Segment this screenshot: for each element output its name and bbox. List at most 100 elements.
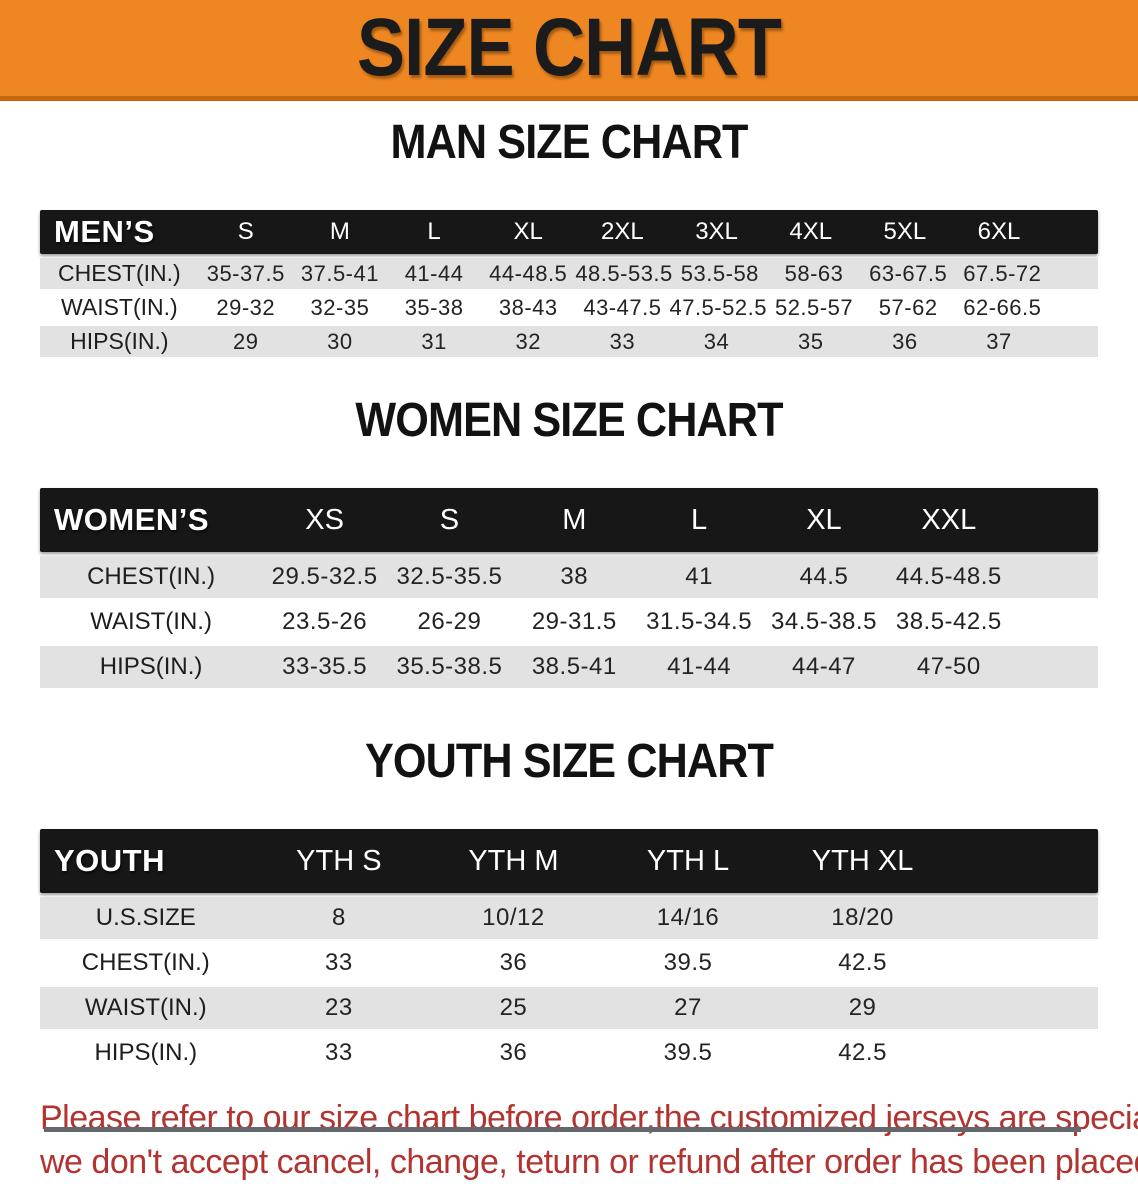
measure-value: 38.5-41 [531,653,617,681]
measure-value: 35-37.5 [206,260,285,286]
measure-value: 43-47.5 [583,294,662,320]
table-header-row: YOUTH YTH S YTH M YTH L YTH XL [40,829,1098,894]
order-disclaimer: Please refer to our size chart before or… [40,1096,1138,1184]
mens-section-heading: MAN SIZE CHART [390,116,749,169]
womens-section-heading: WOMEN SIZE CHART [355,394,783,448]
measure-value: 18/20 [831,904,894,932]
disclaimer-line-1: Please refer to our size chart before or… [40,1099,1138,1138]
size-column-header: XL [806,503,842,536]
measure-value: 23.5-26 [282,608,368,636]
measure-value: 30 [327,328,353,354]
measure-value: 39.5 [663,1039,713,1067]
size-column-header: YTH L [646,844,730,877]
measure-value: 34.5-38.5 [771,608,877,636]
table-row: WAIST(IN.) 29-32 32-35 35-38 38-43 43-47.5 47.… [40,292,1098,324]
measure-value: 44-48.5 [489,260,568,286]
measure-value: 31.5-34.5 [646,608,753,636]
youth-section-heading: YOUTH SIZE CHART [364,735,774,789]
table-row: CHEST(IN.) 35-37.5 37.5-41 41-44 44-48.5 48.5… [40,258,1098,290]
table-corner-label: WOMEN’S [54,502,210,538]
measure-value: 29 [848,994,877,1022]
table-row: HIPS(IN.) 33 36 39.5 42.5 [40,1032,1098,1075]
measure-value: 41-44 [667,653,732,681]
measure-value: 38.5-42.5 [895,608,1002,636]
measure-row-label: HIPS(IN.) [70,328,169,355]
measure-value: 33-35.5 [282,653,368,681]
table-row: WAIST(IN.) 23 25 27 29 [40,987,1098,1030]
measure-value: 27 [674,994,702,1022]
page-title: SIZE CHART [356,2,782,93]
measure-value: 26-29 [417,608,482,636]
measure-value: 47-50 [916,653,981,681]
measure-value: 38-43 [498,294,558,320]
table-corner-label: YOUTH [54,843,165,879]
table-row: CHEST(IN.) 29.5-32.5 32.5-35.5 38 41 44.5 44.5… [40,556,1098,599]
bottom-edge-artifact [44,1127,1081,1132]
measure-value: 33 [609,328,636,354]
measure-row-label: HIPS(IN.) [94,1039,198,1067]
mens-size-table: MEN’S S M L XL 2XL 3XL 4XL 5XL 6XL CHEST(IN.) 35-37… [40,210,1098,358]
measure-value: 14/16 [656,904,720,932]
measure-value: 23 [325,994,353,1022]
size-column-header: S [237,218,254,246]
size-column-header: L [427,218,441,246]
measure-row-label: HIPS(IN.) [99,653,203,681]
size-column-header: YTH M [468,844,559,877]
measure-value: 29-31.5 [531,608,617,636]
measure-value: 29.5-32.5 [271,563,378,591]
measure-value: 44.5 [799,563,849,591]
size-column-header: 4XL [789,218,833,246]
measure-value: 36 [499,1039,528,1067]
size-column-header: M [329,218,350,246]
measure-value: 36 [499,949,528,977]
size-column-header: 5XL [883,218,927,246]
table-row: WAIST(IN.) 23.5-26 26-29 29-31.5 31.5-34.5 34… [40,601,1098,644]
measure-value: 34 [703,328,730,354]
measure-value: 63-67.5 [869,260,948,286]
measure-value: 25 [499,994,528,1022]
measure-value: 53.5-58 [680,260,759,286]
measure-value: 44-47 [792,653,856,681]
measure-value: 41-44 [404,260,464,286]
table-row: HIPS(IN.) 33-35.5 35.5-38.5 38.5-41 41-44 44-… [40,646,1098,689]
measure-row-label: WAIST(IN.) [61,294,178,321]
measure-row-label: CHEST(IN.) [87,563,216,591]
measure-value: 35 [797,328,824,354]
size-column-header: 6XL [977,218,1021,246]
measure-value: 52.5-57 [774,294,854,320]
size-column-header: 2XL [601,218,644,246]
measure-value: 8 [331,904,346,932]
youth-size-table: YOUTH YTH S YTH M YTH L YTH XL U.S.SIZE 8 10/12… [40,829,1098,1075]
size-chart-banner: SIZE CHART [0,0,1138,101]
womens-size-table: WOMEN’S XS S M L XL XXL CHEST(IN.) 29.5-32.5 32.5… [40,488,1098,689]
size-column-header: XS [305,503,344,536]
measure-value: 37 [986,328,1012,354]
table-header-row: WOMEN’S XS S M L XL XXL [40,488,1098,553]
measure-row-label: CHEST(IN.) [58,260,181,287]
table-row: U.S.SIZE 8 10/12 14/16 18/20 [40,897,1098,940]
measure-row-label: CHEST(IN.) [81,949,210,977]
size-column-header: M [562,503,587,536]
measure-value: 29-32 [216,294,276,320]
measure-value: 32.5-35.5 [396,563,503,591]
mens-size-section: MAN SIZE CHART MEN’S S M L XL 2XL 3XL 4XL 5XL 6XL… [0,115,1138,358]
measure-value: 48.5-53.5 [575,260,673,286]
measure-row-label: WAIST(IN.) [90,608,212,636]
size-column-header: XXL [921,503,977,536]
table-header-row: MEN’S S M L XL 2XL 3XL 4XL 5XL 6XL [40,210,1098,255]
youth-size-section: YOUTH SIZE CHART YOUTH YTH S YTH M YTH L YTH… [0,734,1138,1075]
size-column-header: YTH S [296,844,382,877]
measure-value: 35-38 [404,294,464,320]
table-corner-label: MEN’S [54,214,155,250]
measure-value: 36 [892,328,918,354]
measure-value: 32-35 [310,294,370,320]
measure-value: 58-63 [784,260,844,286]
size-column-header: S [439,503,460,536]
measure-value: 33 [325,949,353,977]
measure-value: 47.5-52.5 [669,294,767,320]
measure-value: 42.5 [838,1039,887,1067]
measure-value: 35.5-38.5 [396,653,503,681]
measure-value: 39.5 [663,949,713,977]
womens-size-section: WOMEN SIZE CHART WOMEN’S XS S M L XL XXL CHEST(… [0,393,1138,689]
size-column-header: YTH XL [811,844,914,877]
